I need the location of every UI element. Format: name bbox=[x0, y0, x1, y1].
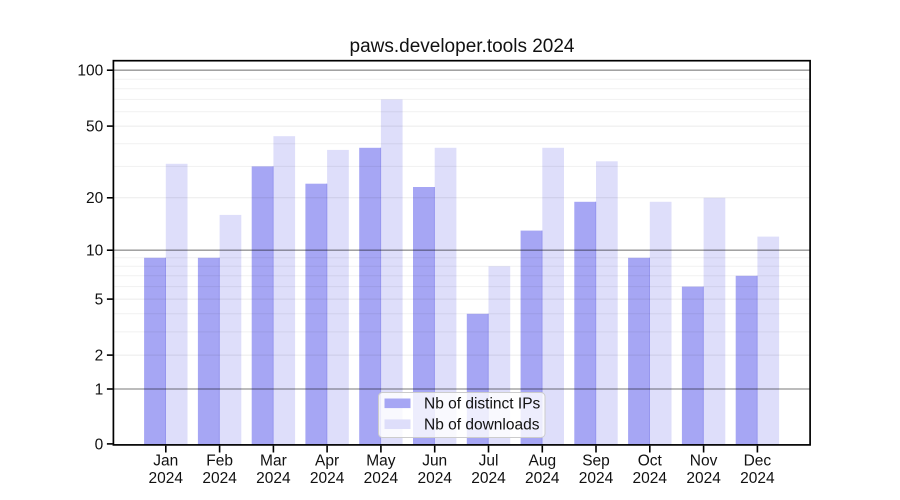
svg-text:2024: 2024 bbox=[310, 470, 345, 487]
svg-text:Jan: Jan bbox=[153, 452, 178, 469]
svg-text:Jun: Jun bbox=[422, 452, 447, 469]
svg-text:2024: 2024 bbox=[364, 470, 399, 487]
svg-text:20: 20 bbox=[86, 190, 104, 207]
svg-text:Nb of downloads: Nb of downloads bbox=[424, 416, 540, 433]
svg-text:2024: 2024 bbox=[633, 470, 668, 487]
svg-text:Nb of distinct IPs: Nb of distinct IPs bbox=[424, 395, 541, 412]
svg-text:100: 100 bbox=[77, 63, 103, 80]
svg-text:5: 5 bbox=[95, 292, 104, 309]
svg-text:Dec: Dec bbox=[744, 452, 772, 469]
svg-text:2024: 2024 bbox=[256, 470, 291, 487]
svg-text:2024: 2024 bbox=[579, 470, 614, 487]
svg-text:2024: 2024 bbox=[525, 470, 560, 487]
svg-text:Apr: Apr bbox=[315, 452, 339, 469]
svg-text:paws.developer.tools 2024: paws.developer.tools 2024 bbox=[350, 36, 575, 57]
svg-text:2024: 2024 bbox=[686, 470, 721, 487]
svg-text:2024: 2024 bbox=[149, 470, 184, 487]
svg-text:2024: 2024 bbox=[740, 470, 775, 487]
svg-text:2024: 2024 bbox=[202, 470, 237, 487]
svg-text:2024: 2024 bbox=[471, 470, 506, 487]
svg-text:0: 0 bbox=[95, 436, 104, 453]
svg-text:Nov: Nov bbox=[690, 452, 718, 469]
svg-text:Feb: Feb bbox=[206, 452, 233, 469]
svg-text:50: 50 bbox=[86, 119, 104, 136]
svg-text:Aug: Aug bbox=[529, 452, 557, 469]
svg-text:Oct: Oct bbox=[638, 452, 663, 469]
svg-text:Mar: Mar bbox=[260, 452, 287, 469]
svg-text:1: 1 bbox=[95, 381, 104, 398]
svg-text:Sep: Sep bbox=[582, 452, 610, 469]
svg-text:10: 10 bbox=[86, 243, 104, 260]
svg-text:2: 2 bbox=[95, 348, 104, 365]
svg-text:May: May bbox=[366, 452, 396, 469]
svg-text:2024: 2024 bbox=[417, 470, 452, 487]
svg-text:Jul: Jul bbox=[479, 452, 499, 469]
